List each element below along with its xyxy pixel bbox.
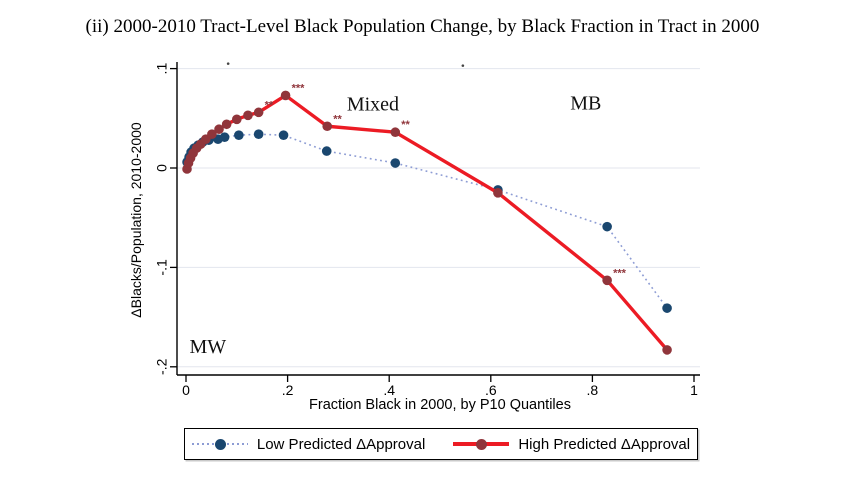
chart-legend: Low Predicted ΔApproval High Predicted Δ… xyxy=(184,428,698,460)
low-series-point xyxy=(278,130,289,140)
region-label-mixed: Mixed xyxy=(347,93,399,115)
low-series-point xyxy=(390,158,401,168)
region-label-mw: MW xyxy=(190,336,227,358)
x-tick-label: .4 xyxy=(383,382,395,398)
significance-stars: *** xyxy=(613,267,627,279)
low-series-point xyxy=(662,303,672,313)
high-series-solid-line-icon xyxy=(453,438,510,450)
stray-dot xyxy=(226,62,230,65)
x-axis-title: Fraction Black in 2000, by P10 Quantiles xyxy=(309,397,571,413)
y-tick-label: 0 xyxy=(154,164,170,172)
x-tick-label: .6 xyxy=(485,382,497,398)
legend-item-low: Low Predicted ΔApproval xyxy=(191,435,426,453)
high-series-point xyxy=(322,121,333,132)
high-series-point xyxy=(662,345,672,355)
high-series-point xyxy=(280,90,291,101)
y-tick-label: .1 xyxy=(154,63,170,75)
high-series-point xyxy=(243,110,253,121)
legend-label-high: High Predicted ΔApproval xyxy=(518,435,691,453)
low-series-marker-icon xyxy=(214,439,226,450)
high-series-point xyxy=(493,188,503,198)
low-series-point xyxy=(219,132,230,142)
stray-dot xyxy=(461,64,465,67)
y-tick-label: -.1 xyxy=(154,259,170,276)
low-series-point xyxy=(253,129,264,140)
x-tick-label: 1 xyxy=(690,382,698,398)
legend-label-low: Low Predicted ΔApproval xyxy=(256,435,426,453)
x-tick-label: .2 xyxy=(282,382,294,398)
high-series-marker-icon xyxy=(476,439,488,450)
legend-item-high: High Predicted ΔApproval xyxy=(453,436,690,453)
x-tick-label: 0 xyxy=(182,382,190,398)
region-label-mb: MB xyxy=(570,92,601,114)
low-series-point xyxy=(234,130,244,140)
high-series-point xyxy=(221,119,232,130)
chart-title: (ii) 2000-2010 Tract-Level Black Populat… xyxy=(85,16,760,37)
significance-stars: ** xyxy=(265,99,274,111)
high-series-point xyxy=(232,114,242,125)
low-series-dotted-line-icon xyxy=(191,438,248,450)
high-series-point xyxy=(253,107,264,118)
y-tick-label: -.2 xyxy=(154,358,170,375)
y-axis-title: ΔBlacks/Population, 2010-2000 xyxy=(128,122,144,318)
high-series-point xyxy=(207,129,217,140)
low-series-point xyxy=(321,146,332,156)
high-series-point xyxy=(214,124,224,135)
significance-stars: *** xyxy=(292,82,306,94)
low-series-point xyxy=(602,221,612,232)
high-series-point xyxy=(390,127,401,138)
low-series-line xyxy=(186,133,668,309)
high-series-point xyxy=(602,275,612,286)
x-tick-label: .8 xyxy=(587,382,599,398)
significance-stars: ** xyxy=(333,113,342,125)
significance-stars: ** xyxy=(401,119,410,131)
